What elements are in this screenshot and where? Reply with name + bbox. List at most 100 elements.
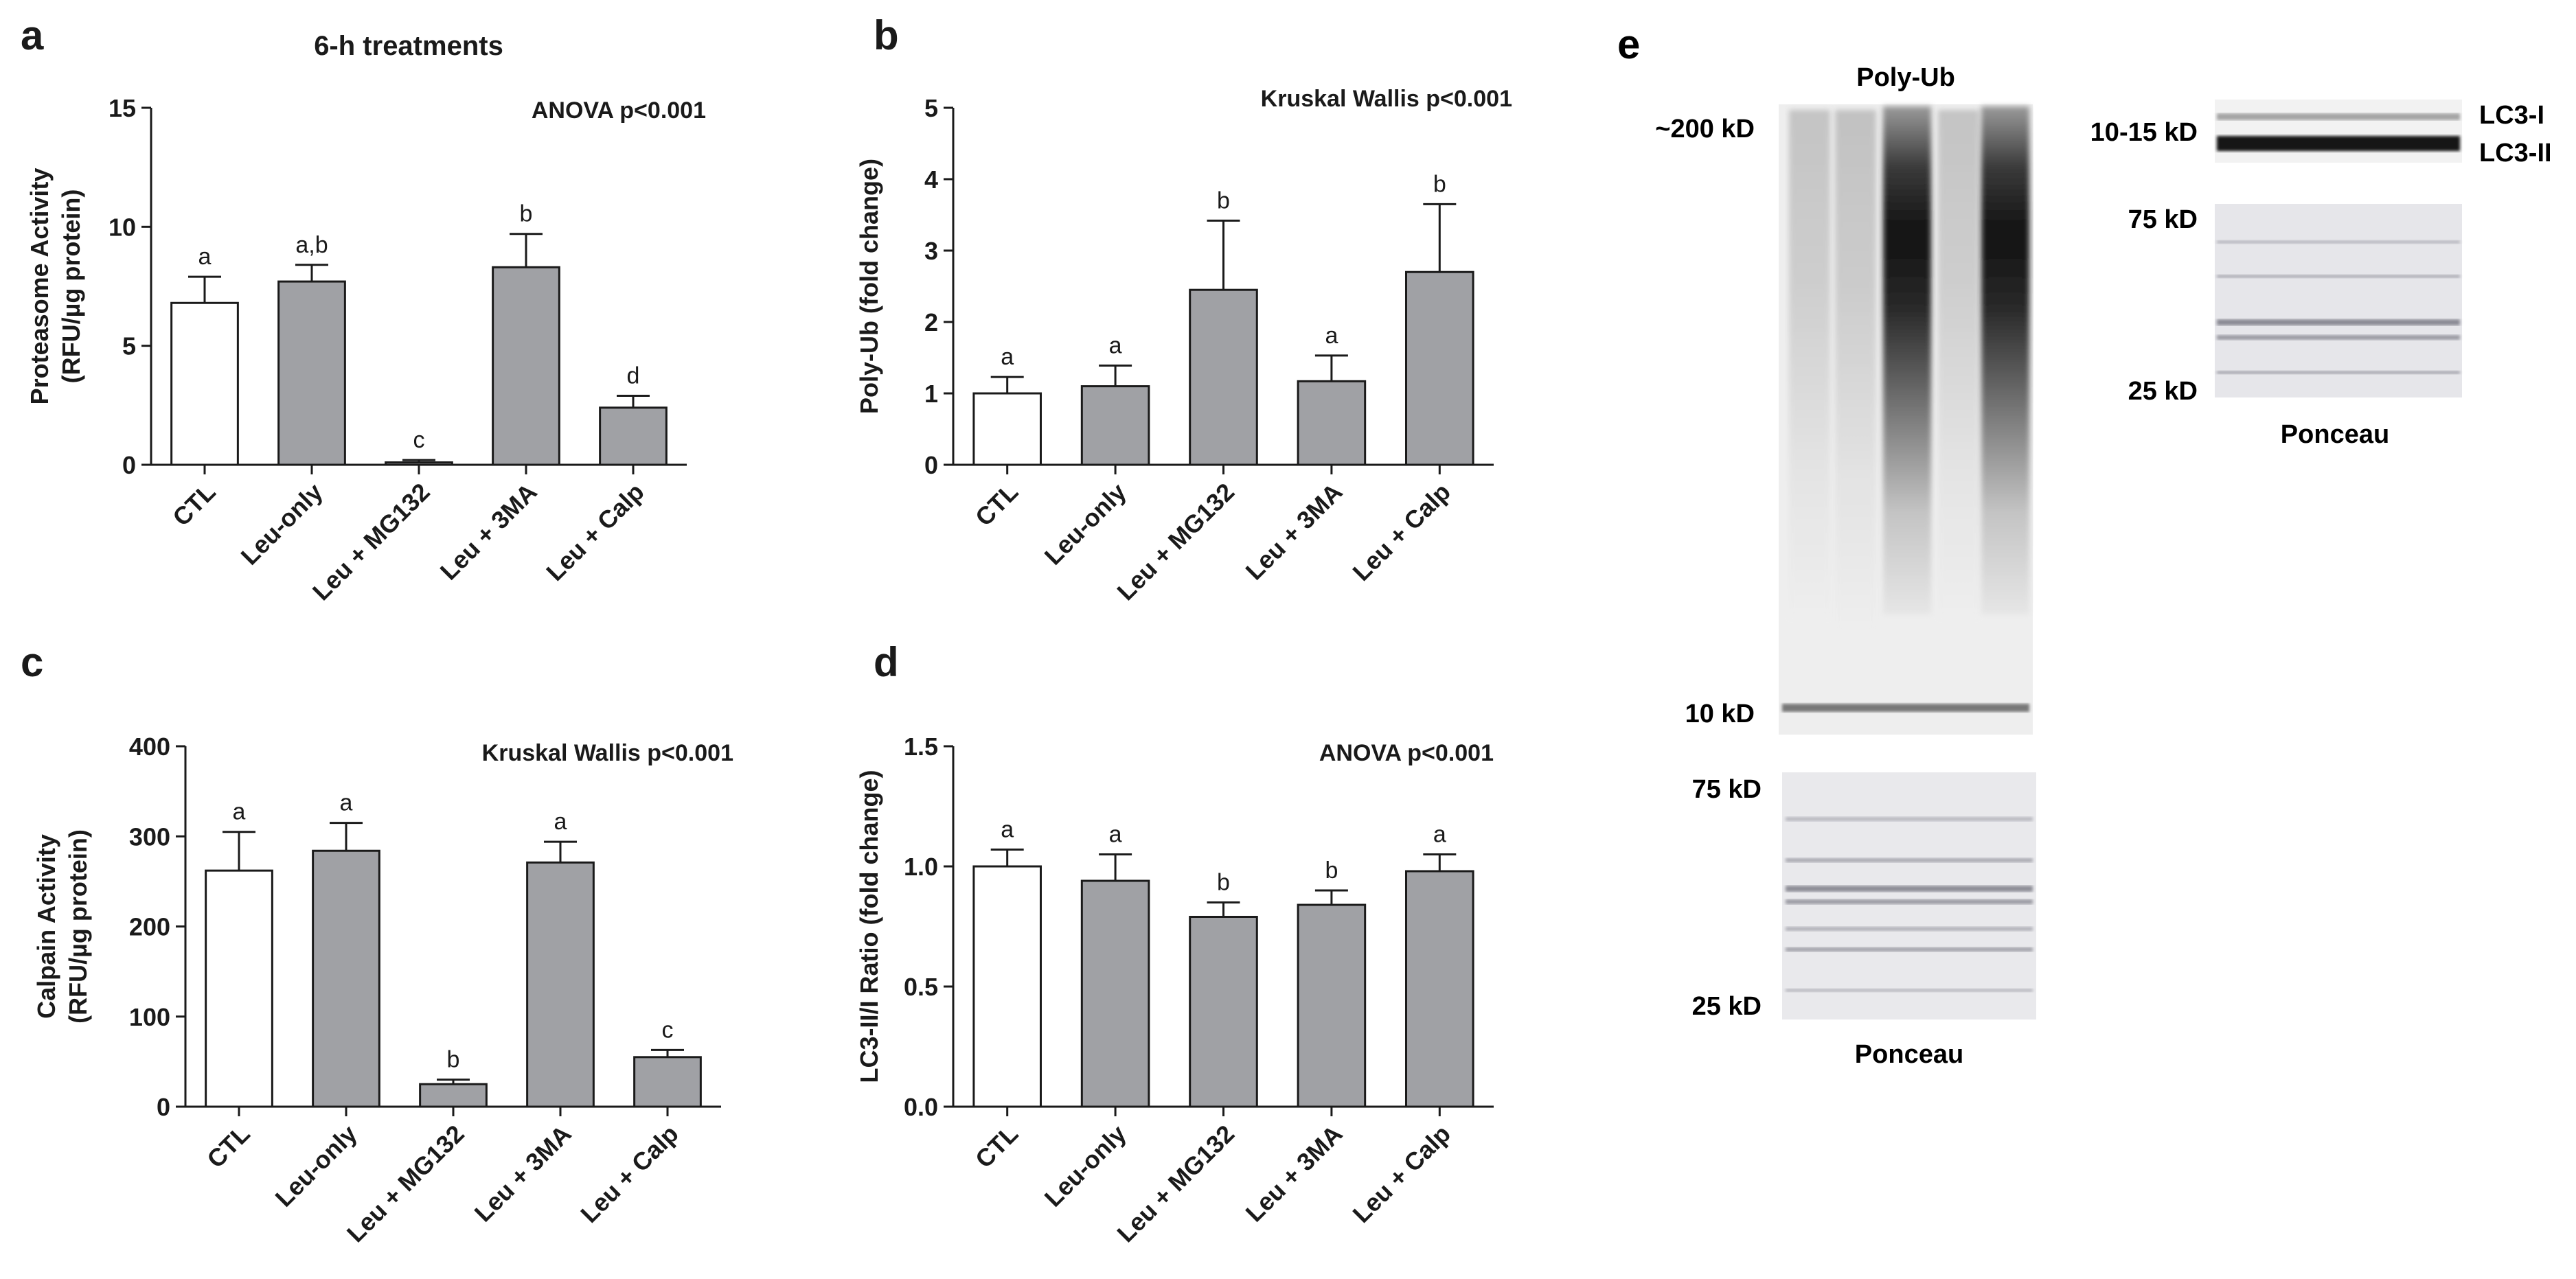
significance-letter: a (1109, 822, 1122, 848)
bar (633, 1056, 702, 1108)
significance-letter: a (554, 809, 567, 835)
significance-letter: a (233, 799, 246, 825)
significance-letter: a (198, 244, 212, 270)
ponceau-right-marker-25kd: 25 kD (2128, 377, 2198, 406)
x-category-label: Leu + Calp (1347, 478, 1456, 586)
y-tick-label: 1.0 (904, 853, 938, 881)
y-tick-label: 0 (157, 1093, 170, 1121)
bar (1297, 903, 1367, 1108)
bar (599, 406, 668, 466)
x-category-label: Leu + 3MA (469, 1120, 577, 1228)
bar (526, 861, 595, 1108)
bar (205, 869, 273, 1108)
x-category-label: CTL (167, 478, 220, 531)
polyub-blot-image (1779, 104, 2033, 735)
ponceau-left-marker-75kd: 75 kD (1692, 775, 1762, 804)
y-tick-label: 15 (109, 94, 136, 122)
panel-c-y-label: (RFU/µg protein) (64, 829, 92, 1024)
x-category-label: Leu + Calp (575, 1120, 683, 1228)
panel-d-letter: d (874, 639, 899, 685)
x-category-label: Leu-only (1039, 478, 1132, 571)
lc3-marker-10-15kd: 10-15 kD (2090, 118, 2198, 147)
bar (385, 461, 453, 466)
y-tick-label: 0.5 (904, 973, 938, 1001)
panel-b-stat: Kruskal Wallis p<0.001 (1261, 86, 1512, 112)
bar (1189, 916, 1258, 1108)
panel-a-title: 6-h treatments (314, 31, 503, 61)
significance-letter: a (340, 790, 353, 816)
bar (972, 392, 1042, 466)
y-tick-label: 2 (924, 308, 938, 336)
bar (972, 865, 1042, 1108)
y-tick-label: 300 (129, 822, 170, 851)
polyub-blot-title: Poly-Ub (1856, 63, 1955, 92)
bar (1405, 270, 1474, 466)
x-category-label: CTL (201, 1120, 255, 1173)
significance-letter: d (627, 362, 640, 389)
panel-b: b Kruskal Wallis p<0.001 0 1 2 3 4 5 Poly-Ub (fo… (855, 12, 1512, 606)
y-tick-label: 5 (122, 332, 136, 360)
y-tick-label: 0 (924, 451, 938, 479)
bar (277, 280, 346, 466)
panel-a-stat: ANOVA p<0.001 (532, 97, 706, 124)
panel-a: a 6-h treatments ANOVA p<0.001 0 5 10 15 Protea… (21, 12, 706, 606)
significance-letter: b (1217, 187, 1230, 214)
x-category-label: Leu + 3MA (1240, 1120, 1348, 1228)
y-tick-label: 4 (924, 165, 938, 194)
significance-letter: b (447, 1047, 460, 1073)
significance-letter: a (1109, 332, 1122, 358)
panel-a-y-label: Proteasome Activity (25, 168, 54, 405)
y-tick-label: 100 (129, 1003, 170, 1031)
bar (1297, 380, 1367, 466)
x-category-label: Leu + Calp (1347, 1120, 1456, 1228)
significance-letter: a (1325, 323, 1338, 349)
x-category-label: Leu-only (236, 478, 328, 571)
y-tick-label: 1 (924, 380, 938, 408)
x-category-label: Leu + 3MA (1240, 478, 1348, 586)
x-category-label: Leu + Calp (540, 478, 649, 586)
bar (492, 266, 560, 466)
x-category-label: Leu-only (1039, 1120, 1132, 1212)
ponceau-right-marker-75kd: 75 kD (2128, 205, 2198, 234)
panel-e: e Poly-Ub ~200 kD 10 kD 75 kD 25 kD Pon (1617, 21, 2552, 1069)
y-tick-label: 400 (129, 733, 170, 761)
y-tick-label: 3 (924, 237, 938, 265)
bar (312, 849, 380, 1108)
significance-letter: a,b (295, 232, 328, 258)
bar (1080, 879, 1150, 1108)
x-category-label: CTL (970, 478, 1023, 531)
bar (1189, 288, 1258, 466)
panel-d-y-label: LC3-II/I Ratio (fold change) (855, 770, 883, 1083)
significance-letter: c (662, 1017, 674, 1043)
ponceau-left-image (1782, 772, 2036, 1019)
x-category-label: CTL (970, 1120, 1023, 1173)
bar (1405, 870, 1474, 1108)
panel-d-stat: ANOVA p<0.001 (1319, 740, 1494, 766)
panel-b-y-label: Poly-Ub (fold change) (855, 159, 883, 414)
y-tick-label: 1.5 (904, 733, 938, 761)
panel-e-letter: e (1617, 21, 1640, 67)
polyub-marker-200kd: ~200 kD (1655, 115, 1755, 143)
ponceau-left-caption: Ponceau (1855, 1040, 1963, 1069)
significance-letter: b (520, 201, 533, 227)
panel-a-letter: a (21, 12, 44, 58)
bar (419, 1083, 488, 1108)
x-category-label: Leu + 3MA (435, 478, 543, 586)
significance-letter: a (1001, 344, 1014, 370)
y-tick-label: 200 (129, 913, 170, 941)
ponceau-right-image (2215, 204, 2462, 397)
polyub-marker-10kd: 10 kD (1685, 700, 1755, 728)
y-tick-label: 5 (924, 94, 938, 122)
y-tick-label: 0.0 (904, 1093, 938, 1121)
panel-c-stat: Kruskal Wallis p<0.001 (482, 740, 733, 766)
panel-d: d ANOVA p<0.001 0.0 0.5 1.0 1.5 LC3-II/I Ratio… (855, 639, 1494, 1247)
ponceau-left-marker-25kd: 25 kD (1692, 992, 1762, 1021)
x-category-label: Leu-only (270, 1120, 363, 1212)
significance-letter: b (1433, 171, 1446, 197)
y-tick-label: 0 (122, 451, 136, 479)
panel-c-y-label: Calpain Activity (32, 834, 60, 1019)
panel-a-y-label: (RFU/µg protein) (57, 189, 85, 384)
significance-letter: a (1001, 817, 1014, 843)
significance-letter: a (1433, 822, 1446, 848)
significance-letter: b (1217, 870, 1230, 896)
